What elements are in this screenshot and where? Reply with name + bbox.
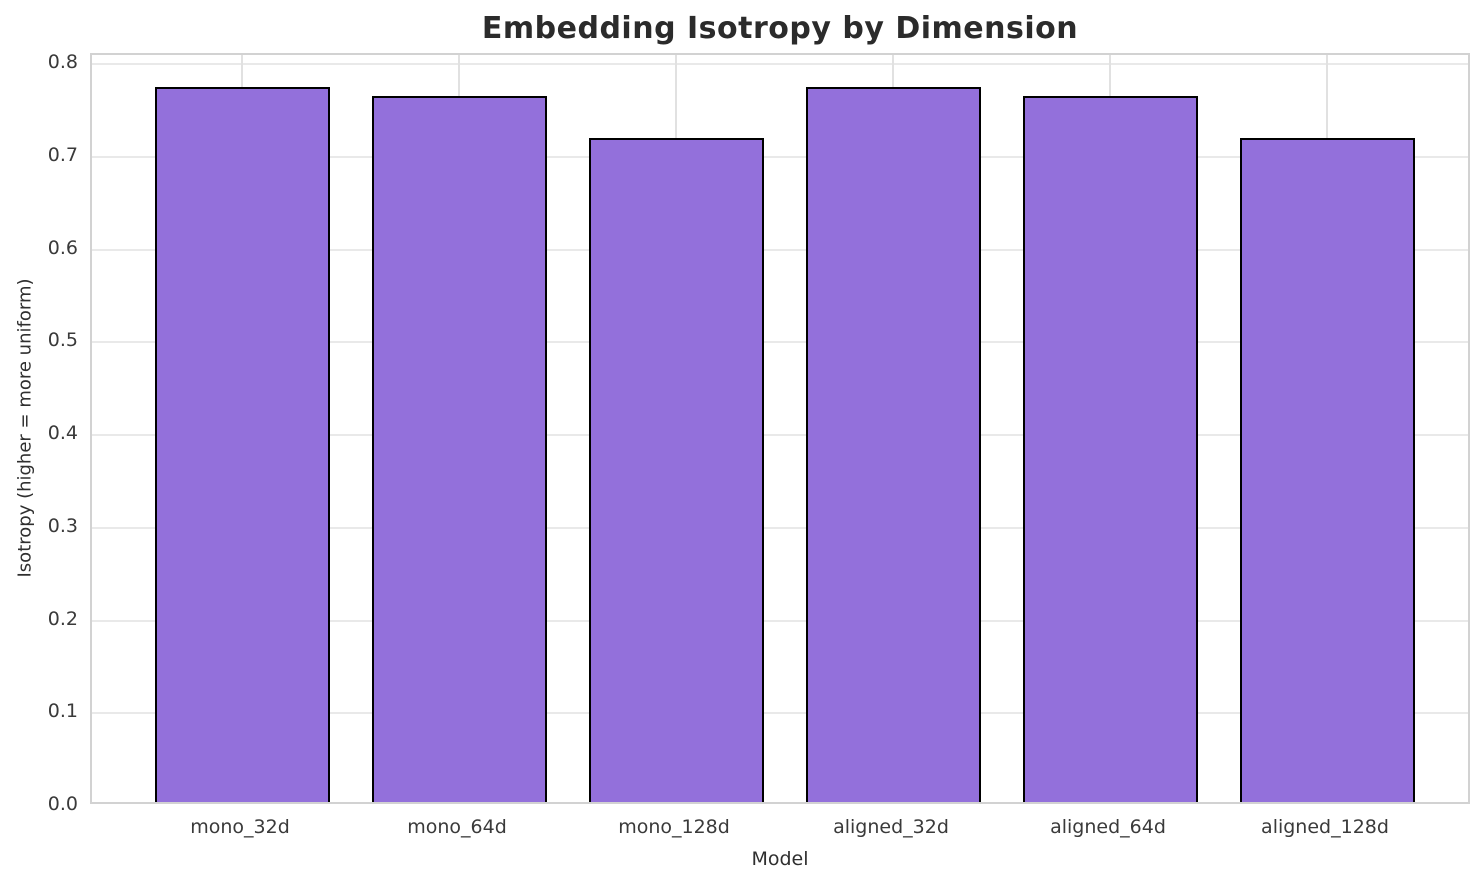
y-tick-label-0.1: 0.1 (47, 700, 78, 723)
x-tick-label-mono_128d: mono_128d (618, 816, 730, 838)
bar-aligned_64d (1022, 95, 1198, 802)
h-gridline-0.5 (92, 341, 1468, 344)
h-gridline-0.2 (92, 619, 1468, 622)
h-gridline-0.1 (92, 712, 1468, 715)
h-gridline-0.3 (92, 526, 1468, 529)
x-tick-label-aligned_128d: aligned_128d (1261, 816, 1389, 838)
h-gridline-0.6 (92, 248, 1468, 251)
bar-aligned_32d (805, 87, 981, 802)
x-axis-label: Model (751, 848, 809, 870)
x-tick-label-aligned_64d: aligned_64d (1050, 816, 1166, 838)
chart-title: Embedding Isotropy by Dimension (481, 11, 1079, 46)
plot-area (90, 53, 1470, 804)
y-tick-label-0.8: 0.8 (47, 51, 78, 74)
y-tick-label-0.7: 0.7 (47, 143, 78, 166)
y-tick-label-0.6: 0.6 (47, 236, 78, 259)
y-tick-label-0.5: 0.5 (47, 329, 78, 352)
x-tick-label-aligned_32d: aligned_32d (833, 816, 949, 838)
y-tick-label-0.2: 0.2 (47, 607, 78, 630)
h-gridline-0.7 (92, 155, 1468, 158)
y-tick-label-0.0: 0.0 (47, 793, 78, 815)
h-gridline-0.8 (92, 63, 1468, 66)
bar-mono_128d (588, 138, 764, 802)
bar-mono_64d (371, 95, 547, 802)
y-tick-label-0.3: 0.3 (47, 514, 78, 537)
x-tick-label-mono_32d: mono_32d (190, 816, 290, 838)
bar-aligned_128d (1239, 138, 1415, 802)
y-tick-label-0.4: 0.4 (47, 422, 78, 445)
x-tick-label-mono_64d: mono_64d (407, 816, 507, 838)
bar-mono_32d (154, 87, 330, 802)
h-gridline-0.4 (92, 434, 1468, 437)
